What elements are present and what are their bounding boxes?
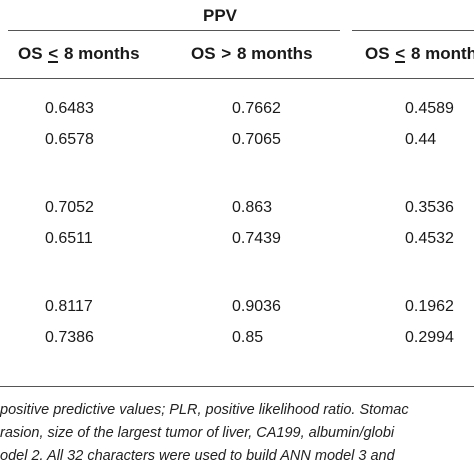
right-group-header-rule (352, 30, 474, 31)
table-cell: 0.44 (405, 131, 437, 148)
table-cell: 0.1962 (405, 298, 454, 315)
table-cell: 0.4532 (405, 230, 454, 247)
table-cell: 0.7439 (232, 230, 281, 247)
table-cell: 0.2994 (405, 329, 454, 346)
column-header-os-le-8-months-2: OS < 8 months (365, 44, 474, 63)
header-bottom-rule (0, 78, 474, 79)
footnote-line: odel 2. All 32 characters were used to b… (0, 448, 395, 464)
table-cell: 0.4589 (405, 100, 454, 117)
table-cell: 0.7065 (232, 131, 281, 148)
table-cell: 0.9036 (232, 298, 281, 315)
ppv-header: PPV (202, 6, 238, 25)
table-bottom-rule (0, 386, 474, 387)
table-cell: 0.3536 (405, 199, 454, 216)
ppv-header-rule (8, 30, 340, 31)
table-cell: 0.7052 (45, 199, 94, 216)
table-cell: 0.6483 (45, 100, 94, 117)
table-cell: 0.8117 (45, 298, 93, 315)
footnote-line: positive predictive values; PLR, positiv… (0, 402, 409, 418)
table-cell: 0.6578 (45, 131, 94, 148)
table-cell: 0.7662 (232, 100, 281, 117)
table-cell: 0.863 (232, 199, 273, 216)
table-cell: 0.85 (232, 329, 264, 346)
table-cell: 0.6511 (45, 230, 93, 247)
table-cell: 0.7386 (45, 329, 94, 346)
column-header-os-gt-8-months: OS > 8 months (191, 44, 313, 63)
footnote-line: rasion, size of the largest tumor of liv… (0, 425, 395, 441)
column-header-os-le-8-months-1: OS < 8 months (18, 44, 140, 63)
